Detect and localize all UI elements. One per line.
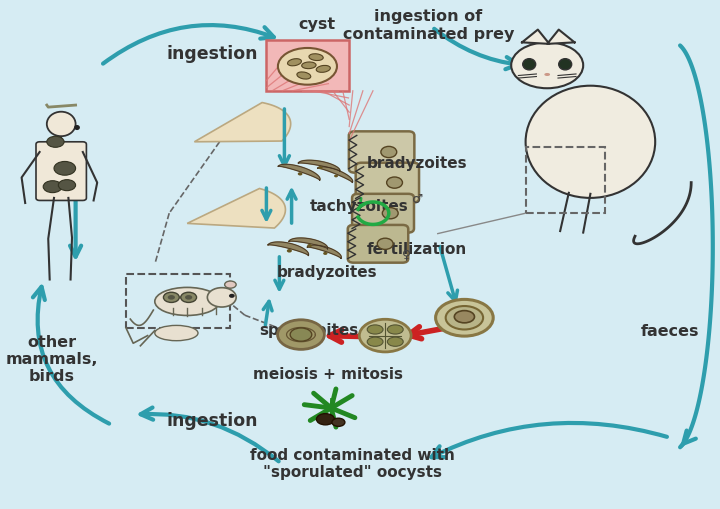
- Ellipse shape: [377, 239, 393, 250]
- Ellipse shape: [307, 244, 312, 248]
- Ellipse shape: [317, 414, 334, 425]
- Ellipse shape: [436, 300, 493, 336]
- Ellipse shape: [290, 328, 312, 342]
- Ellipse shape: [367, 325, 383, 334]
- Polygon shape: [547, 31, 575, 45]
- Ellipse shape: [168, 295, 175, 300]
- Ellipse shape: [185, 295, 192, 300]
- Ellipse shape: [511, 43, 583, 89]
- FancyBboxPatch shape: [349, 132, 415, 173]
- Ellipse shape: [332, 418, 345, 427]
- Ellipse shape: [544, 74, 550, 77]
- Ellipse shape: [155, 326, 198, 341]
- Text: bradyzoites: bradyzoites: [277, 265, 378, 280]
- FancyBboxPatch shape: [352, 194, 414, 233]
- Ellipse shape: [454, 311, 474, 323]
- Polygon shape: [187, 189, 285, 229]
- Ellipse shape: [559, 60, 572, 71]
- Polygon shape: [298, 161, 340, 172]
- Ellipse shape: [381, 147, 397, 158]
- Ellipse shape: [58, 180, 76, 191]
- Ellipse shape: [47, 137, 64, 148]
- Ellipse shape: [54, 162, 76, 176]
- Ellipse shape: [47, 112, 76, 137]
- Text: ingestion: ingestion: [166, 44, 258, 63]
- Ellipse shape: [318, 167, 323, 170]
- Text: oocyst: oocyst: [436, 308, 492, 323]
- Ellipse shape: [387, 325, 403, 334]
- Text: meiosis + mitosis: meiosis + mitosis: [253, 366, 402, 382]
- Ellipse shape: [446, 306, 483, 330]
- Ellipse shape: [323, 252, 328, 256]
- Text: ♂: ♂: [412, 192, 423, 205]
- Ellipse shape: [207, 288, 236, 307]
- Ellipse shape: [359, 320, 411, 352]
- Ellipse shape: [382, 208, 398, 219]
- FancyBboxPatch shape: [36, 143, 86, 201]
- Ellipse shape: [316, 66, 330, 73]
- FancyBboxPatch shape: [356, 163, 419, 203]
- Ellipse shape: [287, 249, 292, 253]
- Text: fertilization: fertilization: [367, 242, 467, 257]
- Ellipse shape: [334, 175, 338, 178]
- Text: bradyzoites: bradyzoites: [367, 155, 468, 171]
- Ellipse shape: [278, 49, 337, 86]
- Ellipse shape: [387, 178, 402, 189]
- Polygon shape: [289, 239, 328, 249]
- Polygon shape: [194, 103, 291, 143]
- Text: ingestion: ingestion: [166, 411, 258, 429]
- Ellipse shape: [526, 87, 655, 199]
- Ellipse shape: [523, 60, 536, 71]
- Text: ♀: ♀: [402, 248, 411, 261]
- Ellipse shape: [229, 294, 235, 298]
- FancyBboxPatch shape: [348, 225, 408, 263]
- Text: sporozoites: sporozoites: [259, 322, 359, 337]
- Polygon shape: [318, 167, 353, 183]
- Text: tachyzoites: tachyzoites: [310, 199, 408, 214]
- Ellipse shape: [367, 337, 383, 347]
- Ellipse shape: [74, 126, 80, 131]
- Polygon shape: [278, 165, 320, 181]
- Text: other
mammals,
birds: other mammals, birds: [6, 334, 98, 384]
- Polygon shape: [268, 242, 309, 256]
- FancyBboxPatch shape: [266, 41, 349, 92]
- Ellipse shape: [387, 337, 403, 347]
- Ellipse shape: [309, 54, 323, 62]
- Ellipse shape: [181, 293, 197, 303]
- Ellipse shape: [155, 288, 220, 316]
- Polygon shape: [307, 246, 341, 259]
- Ellipse shape: [298, 173, 302, 176]
- Polygon shape: [522, 31, 549, 45]
- Ellipse shape: [163, 293, 179, 303]
- Ellipse shape: [297, 73, 311, 80]
- Text: faeces: faeces: [640, 323, 699, 338]
- Text: food contaminated with
"sporulated" oocysts: food contaminated with "sporulated" oocy…: [251, 447, 455, 479]
- Ellipse shape: [277, 320, 324, 350]
- Text: cyst: cyst: [299, 17, 336, 32]
- Ellipse shape: [43, 181, 62, 193]
- Ellipse shape: [287, 60, 302, 67]
- Ellipse shape: [302, 63, 316, 70]
- Ellipse shape: [225, 281, 236, 289]
- Text: ingestion of
contaminated prey: ingestion of contaminated prey: [343, 9, 514, 42]
